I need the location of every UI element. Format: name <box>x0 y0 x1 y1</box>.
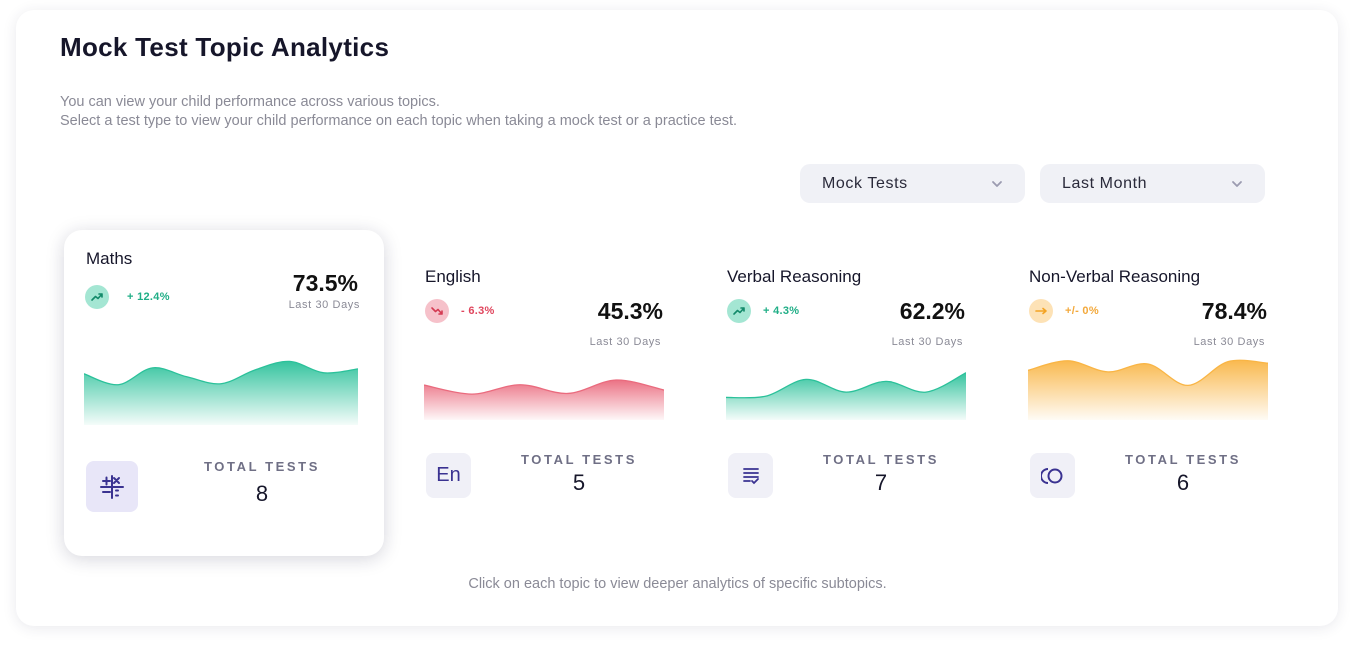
change-value: +/- 0% <box>1065 305 1099 317</box>
math-operators-icon <box>86 461 138 512</box>
trend-up-icon <box>727 299 751 323</box>
period-label: Last 30 Days <box>1193 336 1265 348</box>
topic-name: Verbal Reasoning <box>727 267 862 286</box>
trend-down-icon <box>425 299 449 323</box>
total-tests-label: TOTAL TESTS <box>823 452 939 467</box>
period-label: Last 30 Days <box>589 336 661 348</box>
test-type-dropdown[interactable]: Mock Tests <box>800 164 1025 203</box>
change-value: + 12.4% <box>127 291 170 303</box>
sparkline-chart <box>726 372 966 420</box>
trend-flat-icon <box>1029 299 1053 323</box>
score-percentage: 78.4% <box>1201 298 1267 324</box>
topic-name: Non-Verbal Reasoning <box>1029 267 1201 286</box>
total-tests-label: TOTAL TESTS <box>1125 452 1241 467</box>
page-title: Mock Test Topic Analytics <box>60 32 390 62</box>
total-tests-label: TOTAL TESTS <box>204 459 320 474</box>
topic-card-non-verbal-reasoning[interactable]: Non-Verbal Reasoning +/- 0% 78.4% Last 3… <box>1010 248 1285 518</box>
sparkline-chart <box>424 379 664 420</box>
score-percentage: 73.5% <box>292 270 358 296</box>
trend-up-icon <box>85 285 109 309</box>
total-tests-label: TOTAL TESTS <box>521 452 637 467</box>
topic-name: Maths <box>86 249 133 268</box>
sparkline-chart <box>84 360 358 425</box>
chevron-down-icon <box>1232 180 1242 187</box>
sparkline-area <box>84 361 358 425</box>
language-en-icon-text: En <box>436 464 461 486</box>
page-description: You can view your child performance acro… <box>60 93 737 131</box>
document-check-icon <box>728 453 773 498</box>
total-tests-value: 8 <box>255 481 269 506</box>
sparkline-area <box>1028 360 1268 420</box>
period-selected: Last Month <box>1062 174 1148 192</box>
sparkline-line <box>84 360 358 386</box>
topic-card-maths[interactable]: Maths + 12.4% 73.5% Last 30 Days TOTAL T… <box>64 230 384 556</box>
description-line-2: Select a test type to view your child pe… <box>60 113 738 129</box>
sparkline-chart <box>1028 359 1268 420</box>
footer-hint: Click on each topic to view deeper analy… <box>468 576 887 592</box>
total-tests-value: 5 <box>572 470 586 495</box>
change-value: - 6.3% <box>461 305 495 317</box>
topic-name: English <box>425 267 481 286</box>
period-dropdown[interactable]: Last Month <box>1040 164 1265 203</box>
chevron-down-icon <box>992 180 1002 187</box>
period-label: Last 30 Days <box>891 336 963 348</box>
sparkline-line <box>1028 359 1268 387</box>
score-percentage: 45.3% <box>597 298 663 324</box>
test-type-selected: Mock Tests <box>822 174 908 192</box>
total-tests-value: 7 <box>874 470 888 495</box>
language-en-icon: En <box>426 453 471 498</box>
description-line-1: You can view your child performance acro… <box>60 94 440 110</box>
sparkline-line <box>726 372 966 399</box>
topic-card-verbal-reasoning[interactable]: Verbal Reasoning + 4.3% 62.2% Last 30 Da… <box>708 248 983 518</box>
sparkline-area <box>726 372 966 420</box>
sparkline-line <box>424 379 664 395</box>
change-value: + 4.3% <box>763 305 800 317</box>
topic-card-english[interactable]: English - 6.3% 45.3% Last 30 Days En TOT… <box>406 248 681 518</box>
shapes-icon <box>1030 453 1075 498</box>
period-label: Last 30 Days <box>288 299 360 311</box>
score-percentage: 62.2% <box>899 298 965 324</box>
total-tests-value: 6 <box>1176 470 1190 495</box>
sparkline-area <box>424 380 664 420</box>
